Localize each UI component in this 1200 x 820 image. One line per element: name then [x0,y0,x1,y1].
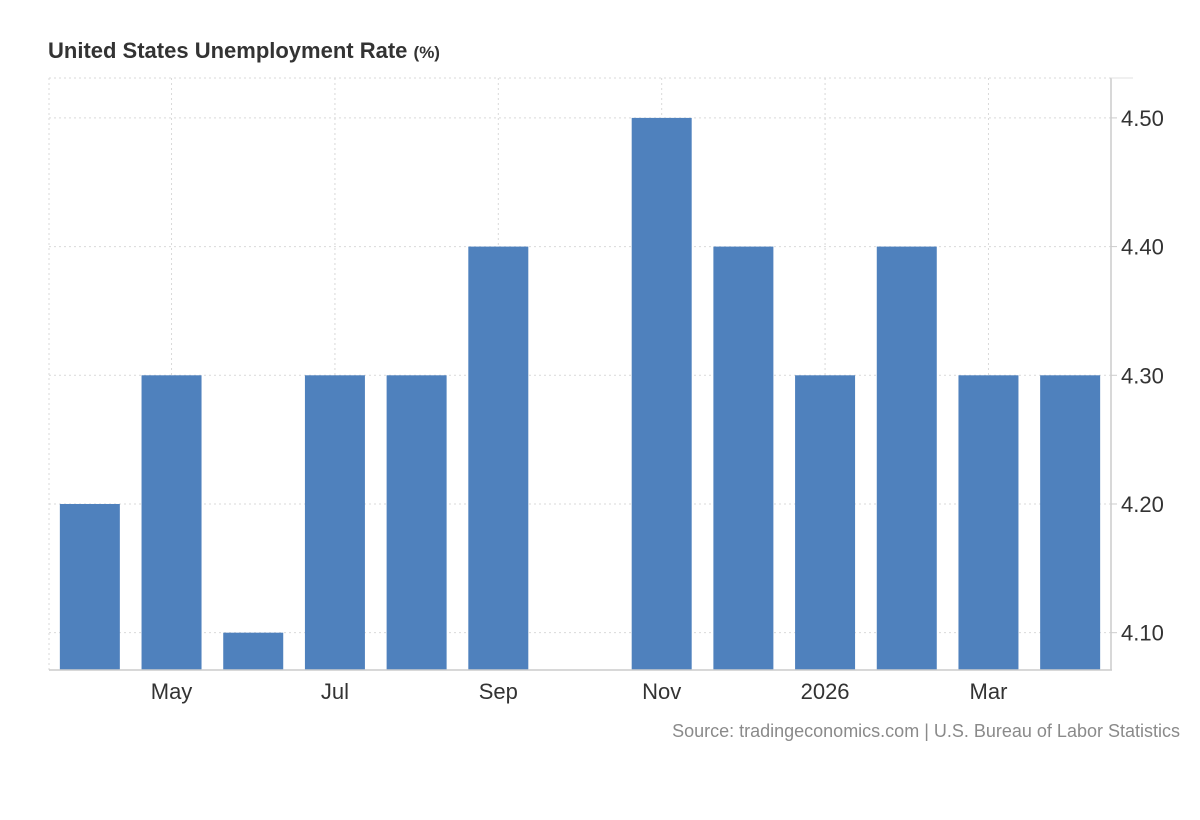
bar[interactable] [223,632,284,670]
x-tick-label: 2026 [801,679,850,704]
y-tick-label: 4.20 [1121,492,1164,517]
source-note: Source: tradingeconomics.com | U.S. Bure… [672,721,1180,741]
x-tick-label: May [151,679,193,704]
bar[interactable] [59,503,120,670]
y-tick-label: 4.50 [1121,106,1164,131]
y-tick-label: 4.30 [1121,363,1164,388]
chart-title-text: United States Unemployment Rate [48,38,408,63]
bar[interactable] [876,246,937,670]
bar[interactable] [958,375,1019,670]
chart-title: United States Unemployment Rate (%) [48,38,440,64]
x-tick-label: Jul [321,679,349,704]
bar[interactable] [141,375,202,670]
bar[interactable] [1040,375,1101,670]
bar[interactable] [713,246,774,670]
bar[interactable] [795,375,856,670]
y-tick-label: 4.40 [1121,235,1164,260]
axes [49,77,1133,671]
x-tick-label: Nov [642,679,681,704]
bars [59,117,1101,671]
bar[interactable] [386,375,447,670]
grid-lines [48,77,1111,670]
tick-labels: 4.10 4.20 4.30 4.40 4.50 May Jul Sep Nov 2026 Mar [151,106,1164,704]
bar[interactable] [304,375,365,670]
bar[interactable] [631,117,692,671]
bar[interactable] [468,246,529,670]
y-tick-label: 4.10 [1121,621,1164,646]
chart-title-unit: (%) [413,43,440,62]
x-tick-label: Sep [479,679,518,704]
x-tick-label: Mar [970,679,1008,704]
